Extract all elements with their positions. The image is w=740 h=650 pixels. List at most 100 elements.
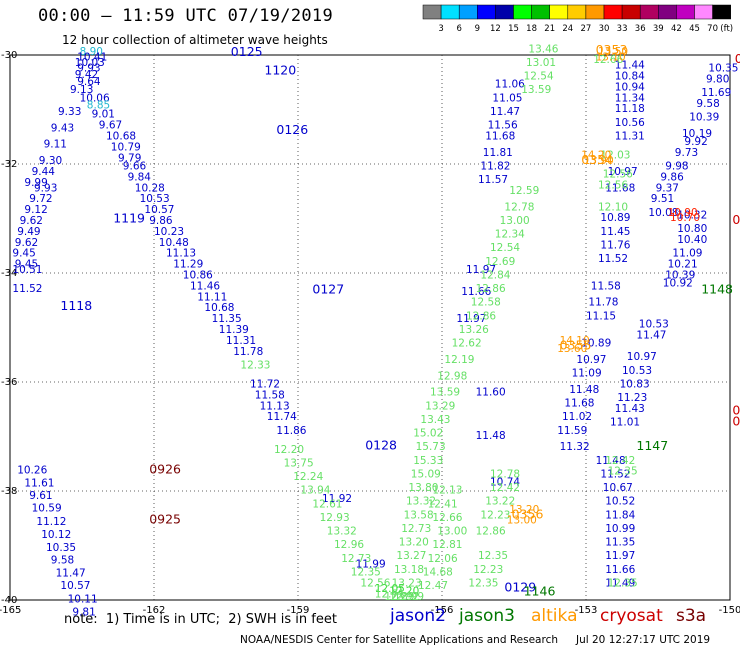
wave-height-value-jason2: 10.51	[12, 264, 42, 276]
colorbar-swatch	[458, 4, 478, 20]
wave-height-value-jason2: 11.13	[260, 400, 290, 412]
wave-height-value-jason3: 13.00	[500, 215, 530, 227]
wave-height-value-jason2: 11.44	[615, 60, 645, 72]
colorbar-swatch	[549, 4, 569, 20]
wave-height-value-jason2: 11.72	[250, 378, 280, 390]
wave-height-value-altika: 13.00	[507, 515, 537, 527]
time-tag: 0355	[560, 337, 592, 352]
wave-height-value-jason3: 12.34	[495, 229, 525, 241]
wave-height-value-jason2: 10.83	[620, 378, 650, 390]
wave-height-value-cryosat: 10.90	[668, 207, 698, 219]
time-tag: 0353	[596, 42, 628, 57]
time-tag: 0129	[504, 579, 536, 594]
wave-height-value-jason3: 12.23	[480, 509, 510, 521]
x-tick-label: -159	[287, 605, 310, 616]
wave-height-value-jason3: 13.29	[425, 400, 455, 412]
time-tag: 0126	[276, 122, 308, 137]
wave-height-value-jason3: 13.58	[404, 509, 434, 521]
wave-height-value-jason2: 10.74	[490, 477, 520, 489]
wave-height-value-jason2: 9.58	[696, 98, 719, 110]
wave-height-value-jason3: 13.59	[521, 84, 551, 96]
wave-height-value-jason2: 9.79	[118, 152, 141, 164]
wave-height-value-jason3: 12.13	[432, 485, 462, 497]
time-tag: 0127	[312, 282, 344, 297]
wave-height-value-jason3: 12.03	[600, 150, 630, 162]
wave-height-value-jason2: 9.49	[17, 226, 40, 238]
wave-height-value-jason2: 11.57	[478, 174, 508, 186]
wave-height-value-jason3: 12.35	[608, 577, 638, 589]
wave-height-value-jason3: 12.96	[334, 539, 364, 551]
colorbar-swatch	[513, 4, 532, 20]
wave-height-value-jason2: 11.56	[488, 120, 518, 132]
time-tag: 1148	[701, 282, 733, 297]
wave-height-value-jason2: 11.32	[560, 441, 590, 453]
wave-height-value-jason2: 9.45	[12, 248, 35, 260]
wave-height-value-jason2: 11.48	[569, 384, 599, 396]
wave-height-value-jason2: 11.97	[466, 264, 496, 276]
wave-height-value-jason2: 10.67	[603, 482, 633, 494]
wave-height-value-jason3: 12.86	[466, 310, 496, 322]
wave-height-value-jason2: 9.73	[675, 147, 698, 159]
wave-height-value-jason2: 10.68	[204, 302, 234, 314]
colorbar-tick-label: 3	[438, 24, 443, 34]
wave-height-value-jason2: 11.48	[476, 430, 506, 442]
wave-height-value-jason2: 9.93	[77, 62, 100, 74]
wave-height-value-jason3: 13.27	[396, 550, 426, 562]
wave-height-value-jason2: 10.52	[605, 496, 635, 508]
colorbar-tick-label: 39	[653, 24, 664, 34]
wave-height-value-jason2: 10.68	[106, 130, 136, 142]
wave-height-value-jason3: 12.99	[394, 591, 424, 603]
wave-height-value-jason2: 10.53	[622, 365, 652, 377]
wave-height-value-jason2: 11.01	[610, 417, 640, 429]
wave-height-value-jason2: 10.48	[159, 237, 189, 249]
wave-height-value-s3a: 10.11	[68, 594, 98, 606]
wave-height-value-jason3: 12.42	[605, 455, 635, 467]
legend-altika: altika	[531, 606, 578, 626]
wave-height-value-jason3: 13.75	[284, 457, 314, 469]
wave-height-value-jason2: 11.47	[490, 106, 520, 118]
wave-height-value-jason2: 8.85	[87, 99, 110, 111]
wave-height-value-jason3: 12.56	[598, 180, 628, 192]
wave-height-value-jason2: 10.94	[615, 81, 645, 93]
footnote: note: 1) Time is in UTC; 2) SWH is in fe…	[64, 612, 337, 627]
colorbar-tick-label: 30	[599, 24, 610, 34]
wave-height-value-altika: 13.10	[596, 51, 626, 63]
wave-height-value-jason3: 12.42	[490, 482, 520, 494]
colorbar-swatch	[676, 4, 695, 20]
wave-height-value-jason3: 12.66	[593, 54, 623, 66]
wave-height-value-jason2: 9.51	[651, 193, 674, 205]
wave-height-value-jason3: 12.54	[490, 242, 520, 254]
wave-height-value-jason2: 11.35	[212, 313, 242, 325]
wave-height-value-jason2: 9.11	[44, 139, 67, 151]
wave-height-value-jason3: 13.18	[394, 564, 424, 576]
wave-height-value-altika: 13.90	[584, 155, 614, 167]
wave-height-value-altika: 13.50	[598, 46, 628, 58]
wave-height-value-jason3: 13.00	[437, 526, 467, 538]
wave-height-value-jason2: 11.31	[226, 335, 256, 347]
colorbar-swatch	[422, 4, 442, 20]
y-tick-label: -38	[1, 486, 17, 497]
wave-height-value-jason2: 9.13	[70, 84, 93, 96]
wave-height-value-jason2: 11.49	[605, 577, 635, 589]
wave-height-value-jason2: 11.68	[564, 398, 594, 410]
wave-height-value-s3a: 10.59	[32, 503, 62, 515]
time-tag: 0407	[735, 51, 740, 66]
colorbar-swatch	[694, 4, 713, 20]
colorbar-swatch	[531, 4, 550, 20]
wave-height-value-jason2: 11.76	[600, 239, 630, 251]
wave-height-value-jason3: 12.93	[320, 512, 350, 524]
wave-height-value-jason2: 9.33	[58, 106, 81, 118]
wave-height-value-jason3: 13.80	[408, 482, 438, 494]
colorbar-tick-label: 24	[562, 24, 573, 34]
wave-height-value-jason2: 9.30	[39, 155, 62, 167]
wave-height-value-jason3: 12.20	[274, 444, 304, 456]
wave-height-value-jason2: 10.32	[677, 210, 707, 222]
wave-height-value-jason2: 11.13	[166, 248, 196, 260]
wave-height-value-jason2: 10.28	[135, 182, 165, 194]
wave-height-value-jason2: 11.45	[600, 226, 630, 238]
wave-height-value-jason2: 9.64	[77, 76, 101, 88]
credit-line: NOAA/NESDIS Center for Satellite Applica…	[240, 634, 558, 646]
wave-height-value-jason2: 11.06	[495, 79, 525, 91]
wave-height-value-jason3: 12.86	[476, 526, 506, 538]
wave-height-value-jason3: 12.41	[428, 498, 458, 510]
